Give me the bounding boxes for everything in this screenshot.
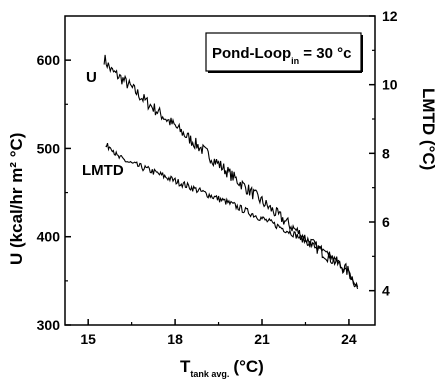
x-tick-label: 24 [341,331,357,347]
svg-text:Pond-Loopin = 30 °c: Pond-Loopin = 30 °c [212,45,351,66]
plot-frame [64,15,376,326]
x-tick-label: 15 [80,331,96,347]
left-tick-label: 300 [37,317,61,333]
right-tick-label: 8 [382,145,390,161]
x-axis-label-unit: (°C) [233,357,263,376]
series-label-lmtd: LMTD [82,162,124,179]
left-tick-label: 500 [37,140,61,156]
right-axis-ticks: 4 6 8 10 12 [369,8,398,299]
x-axis-ticks: 15 18 21 24 [80,319,357,347]
x-axis-label-sub: tank avg. [190,369,229,379]
right-tick-label: 4 [382,283,390,299]
x-axis-label: Ttank avg. (°C) [180,357,264,379]
x-axis-label-main: T [180,357,191,376]
left-tick-label: 400 [37,229,61,245]
series-line-lmtd [105,142,359,290]
annotation-main: Pond-Loop [212,45,291,62]
series-label-u: U [86,69,97,86]
y-axis-label-left: U (kcal/hr m² °C) [7,133,26,265]
left-axis-ticks: 300 400 500 600 [37,52,71,333]
series-lines [103,54,359,290]
right-tick-label: 10 [382,77,398,93]
annotation-sub: in [291,56,299,66]
plot-area: 15 18 21 24 300 400 500 600 4 6 8 10 12 [37,8,398,347]
annotation-rest: = 30 °c [299,45,351,62]
series-line-u [103,54,359,288]
condition-annotation: Pond-Loopin = 30 °c [205,32,363,73]
right-tick-label: 12 [382,8,398,24]
left-tick-label: 600 [37,52,61,68]
x-tick-label: 18 [167,331,183,347]
y-axis-label-right: LMTD (°C) [419,88,438,170]
x-tick-label: 21 [254,331,270,347]
right-tick-label: 6 [382,214,390,230]
